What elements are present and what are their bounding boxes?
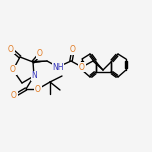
Text: NH: NH xyxy=(52,62,64,71)
Polygon shape xyxy=(33,61,47,63)
Text: N: N xyxy=(31,71,37,81)
Text: O: O xyxy=(70,45,76,55)
Text: O: O xyxy=(79,62,85,71)
Text: O: O xyxy=(8,45,14,54)
Text: O: O xyxy=(11,92,17,100)
Text: O: O xyxy=(35,85,41,93)
Text: O: O xyxy=(10,66,16,74)
Text: O: O xyxy=(37,50,43,59)
